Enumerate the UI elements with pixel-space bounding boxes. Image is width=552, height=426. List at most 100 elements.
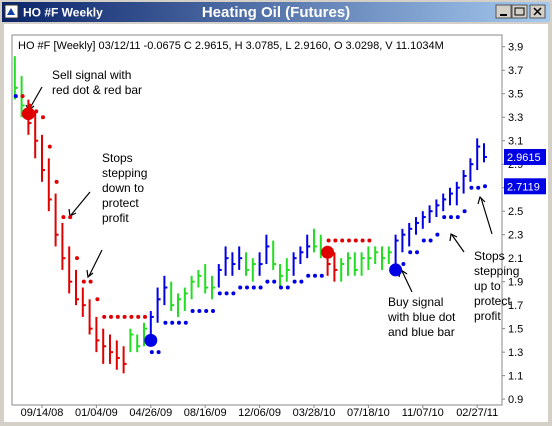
arrowhead — [477, 195, 486, 205]
arrow — [480, 197, 493, 235]
last-value-label: 2.9615 — [507, 152, 541, 164]
stop-dot — [265, 279, 270, 284]
stop-dot — [183, 320, 188, 325]
chart-title: Heating Oil (Futures) — [202, 4, 350, 21]
stop-dot — [41, 115, 45, 120]
stop-dot — [340, 238, 345, 243]
y-tick-label: 2.3 — [508, 230, 523, 242]
annotation: up to — [474, 279, 501, 293]
maximize-button[interactable] — [511, 4, 528, 19]
close-glyph — [533, 7, 542, 16]
stop-dot — [217, 291, 222, 296]
stop-dot — [13, 94, 18, 99]
stop-dot — [469, 185, 474, 190]
annotation: Stops — [474, 249, 505, 263]
last-value-label: 2.7119 — [507, 181, 540, 193]
stop-dot — [81, 279, 86, 284]
x-tick-label: 01/04/09 — [75, 407, 118, 419]
y-tick-label: 3.9 — [508, 42, 523, 54]
annotation: and blue bar — [388, 325, 455, 339]
stop-dot — [408, 250, 413, 255]
signal-dot — [144, 333, 158, 347]
x-tick-label: 07/18/10 — [347, 407, 390, 419]
stop-dot — [68, 215, 73, 220]
stop-dot — [299, 279, 304, 284]
x-tick-label: 09/14/08 — [21, 407, 64, 419]
arrow — [451, 234, 465, 253]
y-tick-label: 1.3 — [508, 347, 523, 359]
y-tick-label: 1.5 — [508, 324, 523, 336]
stop-dot — [313, 273, 317, 278]
stop-dot — [204, 309, 209, 314]
y-tick-label: 3.3 — [508, 112, 523, 124]
stop-dot — [20, 94, 25, 99]
stop-dot — [211, 309, 215, 314]
x-tick-label: 04/26/09 — [129, 407, 172, 419]
stop-dot — [326, 238, 331, 243]
last-value-box — [504, 178, 546, 195]
annotation: profit — [474, 309, 501, 323]
stop-dot — [401, 262, 406, 267]
y-tick-label: 1.1 — [508, 371, 523, 383]
stop-dot — [251, 285, 256, 290]
stop-dot — [462, 209, 467, 214]
y-tick-label: 3.7 — [508, 65, 523, 77]
stop-dot — [455, 215, 460, 220]
stop-dot — [442, 215, 447, 220]
stop-dot — [360, 238, 365, 243]
stop-dot — [258, 285, 263, 290]
annotation: Stops — [102, 151, 133, 165]
stop-dot — [292, 279, 297, 284]
plot-area — [11, 34, 503, 406]
stop-dot — [156, 350, 161, 355]
x-tick-label: 03/28/10 — [293, 407, 336, 419]
stop-dot — [449, 215, 453, 220]
x-tick-label: 08/16/09 — [184, 407, 227, 419]
stop-dot — [483, 184, 487, 189]
window-icon-glyph — [7, 8, 15, 15]
stop-dot — [435, 232, 440, 237]
annotation: Sell signal with — [52, 68, 131, 82]
window-buttons — [495, 4, 546, 19]
arrow — [29, 86, 43, 109]
stop-dot — [61, 215, 66, 220]
stop-dot — [367, 238, 372, 243]
stop-dot — [190, 309, 195, 314]
stop-dot — [476, 185, 481, 190]
annotation: red dot & red bar — [52, 83, 142, 97]
stop-dot — [428, 238, 433, 243]
arrowhead — [449, 233, 458, 242]
annotation: stepping — [474, 264, 519, 278]
stop-dot — [27, 103, 32, 108]
stop-dot — [109, 314, 113, 319]
stop-dot — [231, 291, 236, 296]
stop-dot — [47, 144, 52, 149]
stop-dot — [136, 314, 141, 319]
y-tick-label: 2.1 — [508, 253, 523, 265]
maximize-glyph — [514, 7, 525, 16]
annotation: stepping — [102, 166, 147, 180]
x-tick-label: 11/07/10 — [402, 407, 444, 419]
stop-dot — [170, 320, 175, 325]
y-tick-label: 2.5 — [508, 206, 523, 218]
stop-dot — [224, 291, 229, 296]
stop-dot — [177, 320, 181, 325]
stop-dot — [333, 238, 338, 243]
signal-dot — [21, 107, 35, 121]
stop-dot — [245, 285, 249, 290]
annotation: profit — [102, 211, 129, 225]
stop-dot — [122, 314, 127, 319]
y-tick-label: 3.1 — [508, 136, 523, 148]
annotation: Buy signal — [388, 295, 443, 309]
info-line: HO #F [Weekly] 03/12/11 -0.0675 C 2.9615… — [18, 40, 444, 52]
arrowhead — [86, 269, 94, 279]
y-tick-label: 0.9 — [508, 394, 523, 406]
stop-dot — [102, 314, 107, 319]
minimize-button[interactable] — [495, 4, 512, 19]
stop-dot — [88, 279, 93, 284]
x-tick-label: 02/27/11 — [456, 407, 498, 419]
stop-dot — [115, 314, 120, 319]
stop-dot — [279, 285, 283, 290]
